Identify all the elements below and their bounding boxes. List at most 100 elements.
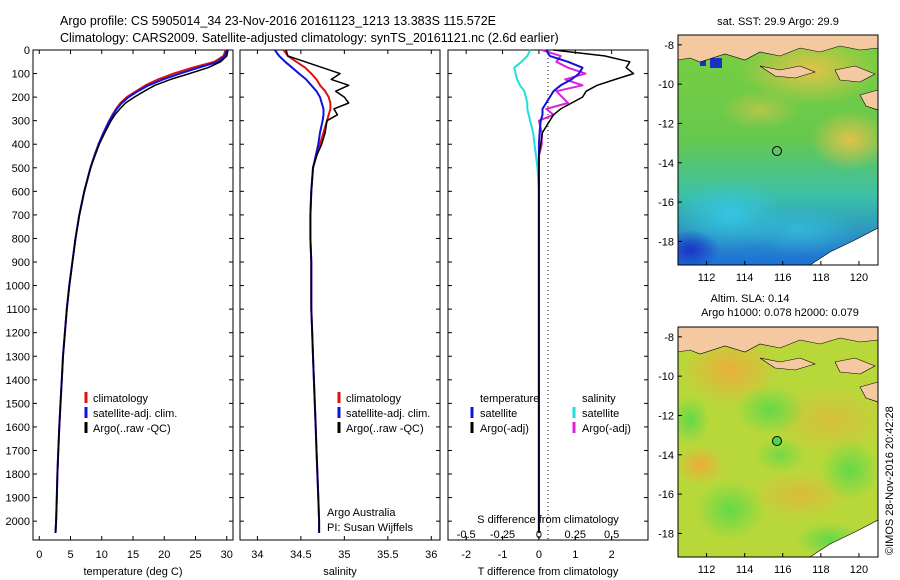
legend-climatology: climatology: [346, 393, 402, 405]
depth-tick-label: 400: [12, 139, 30, 151]
x-tick-label: 0.25: [565, 529, 586, 541]
depth-tick-label: 500: [12, 163, 30, 175]
series-temperature-satellite: [537, 49, 584, 533]
credit-line-1: Argo Australia: [327, 507, 396, 519]
sla-map-title-2: Argo h1000: 0.078 h2000: 0.079: [701, 307, 859, 319]
map-x-tick-label: 120: [850, 564, 868, 576]
sst-map-title: sat. SST: 29.9 Argo: 29.9: [717, 16, 839, 28]
depth-tick-label: 1100: [6, 304, 30, 316]
map-y-tick-label: -14: [658, 450, 674, 462]
map-x-tick-label: 114: [736, 564, 754, 576]
depth-tick-label: 1500: [6, 398, 30, 410]
credit-line-2: PI: Susan Wijffels: [327, 522, 413, 534]
x-tick-label: 0: [536, 549, 542, 561]
map-y-tick-label: -16: [658, 197, 674, 209]
temperature-panel-frame: [32, 49, 234, 541]
depth-tick-label: 1200: [6, 328, 30, 340]
map-x-tick-label: 116: [774, 272, 792, 284]
x-tick-label: 35.5: [377, 549, 398, 561]
argo-location-marker: [772, 436, 782, 446]
sla-map-title-1: Altim. SLA: 0.14: [711, 293, 790, 305]
series-climatology: [282, 49, 332, 533]
header-line-2: Climatology: CARS2009. Satellite-adjuste…: [60, 31, 559, 45]
map-y-tick-label: -8: [664, 40, 674, 52]
depth-tick-label: 2000: [6, 516, 30, 528]
salinity-series: [273, 49, 350, 533]
imos-timestamp: ©IMOS 28-Nov-2016 20:42:28: [884, 406, 896, 555]
s-difference-x-axis: -0.5 -0.25 0 0.25 0.5: [457, 529, 620, 541]
depth-tick-label: 1800: [6, 469, 30, 481]
salinity-axis-label: salinity: [323, 566, 357, 578]
map-x-tick-label: 112: [698, 564, 716, 576]
depth-tick-label: 100: [12, 69, 30, 81]
s-difference-axis-label: S difference from climatology: [477, 514, 619, 526]
legend-temp-argo: Argo(-adj): [480, 423, 529, 435]
argo-location-marker: [772, 146, 782, 156]
map-y-tick-label: -12: [658, 118, 674, 130]
legend-sal-argo: Argo(-adj): [582, 423, 631, 435]
temperature-axis-label: temperature (deg C): [83, 566, 182, 578]
x-tick-label: 0: [36, 549, 42, 561]
series-salinity-satellite: [513, 49, 540, 533]
legend-argo: Argo(..raw -QC): [93, 423, 171, 435]
x-tick-label: 5: [67, 549, 73, 561]
map-y-tick-label: -18: [658, 236, 674, 248]
sla-map-axes: 112 114 116 118 120 -8 -10 -12 -14 -16 -18: [658, 332, 868, 576]
legend-sal-satellite: satellite: [582, 408, 619, 420]
legend-temperature-title: temperature: [480, 393, 539, 405]
x-tick-label: -1: [498, 549, 508, 561]
salinity-x-axis: 34 34.5 35 35.5 36: [251, 50, 437, 561]
depth-tick-label: 700: [12, 210, 30, 222]
series-salinity-argo: [537, 49, 587, 533]
map-y-tick-label: -14: [658, 158, 674, 170]
x-tick-label: 20: [158, 549, 170, 561]
legend-satellite: satellite-adj. clim.: [346, 408, 430, 420]
map-y-tick-label: -10: [658, 79, 674, 91]
map-y-tick-label: -16: [658, 489, 674, 501]
x-tick-label: 0: [536, 529, 542, 541]
map-x-tick-label: 120: [850, 272, 868, 284]
x-tick-label: -0.25: [490, 529, 515, 541]
t-difference-axis-label: T difference from climatology: [478, 566, 619, 578]
x-tick-label: 0.5: [604, 529, 619, 541]
series-argo: [54, 49, 229, 533]
sla-map: [678, 327, 878, 557]
difference-legend: temperature satellite Argo(-adj) salinit…: [470, 393, 631, 435]
legend-satellite: satellite-adj. clim.: [93, 408, 177, 420]
depth-tick-label: 800: [12, 233, 30, 245]
x-tick-label: 2: [609, 549, 615, 561]
series-argo: [285, 49, 350, 533]
legend-argo: Argo(..raw -QC): [346, 423, 424, 435]
depth-tick-label: 600: [12, 186, 30, 198]
temperature-series: [54, 49, 229, 533]
map-y-tick-label: -12: [658, 410, 674, 422]
x-tick-label: 15: [127, 549, 139, 561]
sst-map-axes: 112 114 116 118 120 -8 -10 -12 -14 -16 -18: [658, 40, 868, 284]
depth-tick-label: 1300: [6, 351, 30, 363]
x-tick-label: -2: [461, 549, 471, 561]
x-tick-label: 1: [572, 549, 578, 561]
map-y-tick-label: -18: [658, 528, 674, 540]
legend-temp-satellite: satellite: [480, 408, 517, 420]
x-tick-label: -0.5: [457, 529, 476, 541]
depth-axis: 0 100 200 300 400 500 600 700 800 900 1000 1100 1200…: [6, 45, 648, 528]
map-x-tick-label: 118: [812, 272, 830, 284]
legend-climatology: climatology: [93, 393, 149, 405]
map-y-tick-label: -8: [664, 332, 674, 344]
header-line-1: Argo profile: CS 5905014_34 23-Nov-2016 …: [60, 14, 496, 28]
depth-tick-label: 1900: [6, 493, 30, 505]
x-tick-label: 35: [338, 549, 350, 561]
map-x-tick-label: 112: [698, 272, 716, 284]
depth-tick-label: 1000: [6, 281, 30, 293]
x-tick-label: 30: [221, 549, 233, 561]
series-climatology: [54, 49, 227, 533]
difference-series: [513, 49, 635, 533]
salinity-panel-frame: [239, 49, 441, 541]
x-tick-label: 36: [425, 549, 437, 561]
map-y-tick-label: -10: [658, 371, 674, 383]
map-x-tick-label: 116: [774, 564, 792, 576]
series-satellite-adj: [54, 49, 228, 533]
x-tick-label: 34.5: [290, 549, 311, 561]
depth-tick-label: 900: [12, 257, 30, 269]
